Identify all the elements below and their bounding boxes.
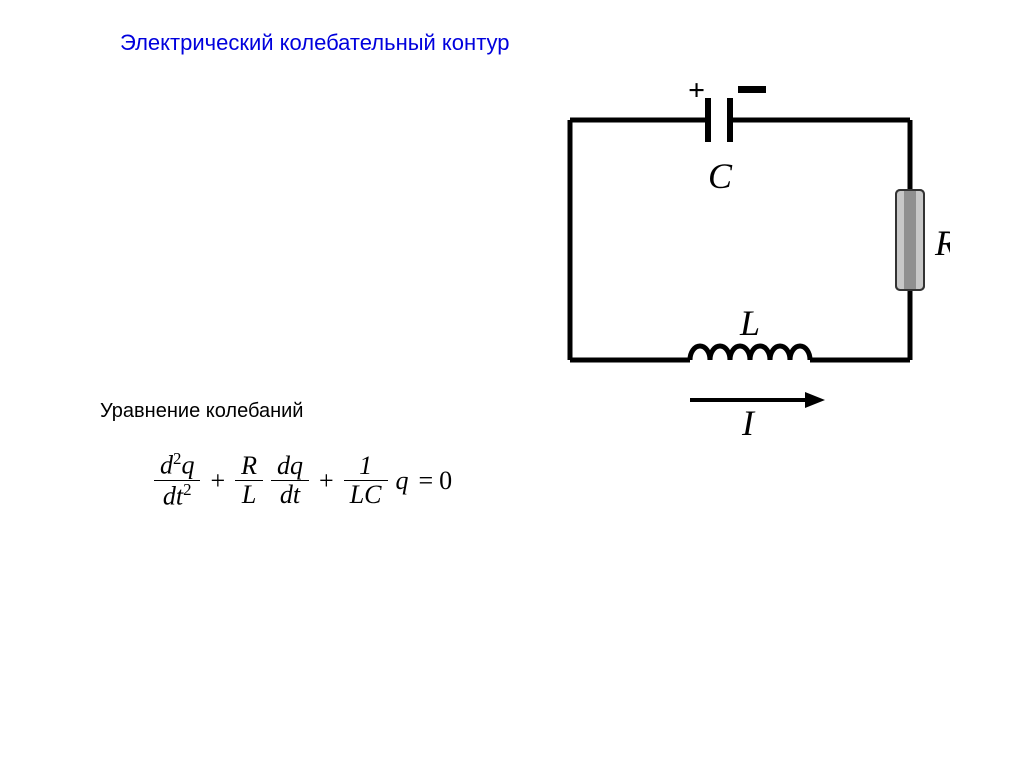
current-arrow-head — [805, 392, 825, 408]
inductor-coil — [690, 346, 810, 360]
eq-term-1: d2q dt2 — [154, 450, 200, 512]
resistor-core — [904, 190, 916, 290]
equation-heading: Уравнение колебаний — [100, 400, 303, 423]
inductor-label: L — [739, 303, 760, 343]
page-title: Электрический колебательный контур — [120, 30, 510, 56]
resistor-label: R — [934, 223, 950, 263]
eq-plus-1: + — [210, 466, 225, 496]
eq-var-q: q — [396, 466, 409, 496]
rlc-circuit-diagram: + C R L I — [530, 80, 950, 440]
eq-term-2a: R L — [235, 452, 263, 510]
capacitor-label: C — [708, 156, 733, 196]
eq-plus-2: + — [319, 466, 334, 496]
oscillation-equation: d2q dt2 + R L dq dt + 1 LC q = 0 — [150, 450, 452, 512]
eq-term-3: 1 LC — [344, 452, 388, 510]
capacitor-minus-label — [738, 86, 766, 93]
eq-zero: 0 — [439, 466, 452, 496]
capacitor-plus-label: + — [688, 80, 705, 107]
eq-equals: = — [419, 466, 434, 496]
eq-term-2b: dq dt — [271, 452, 309, 510]
current-label: I — [741, 403, 756, 440]
